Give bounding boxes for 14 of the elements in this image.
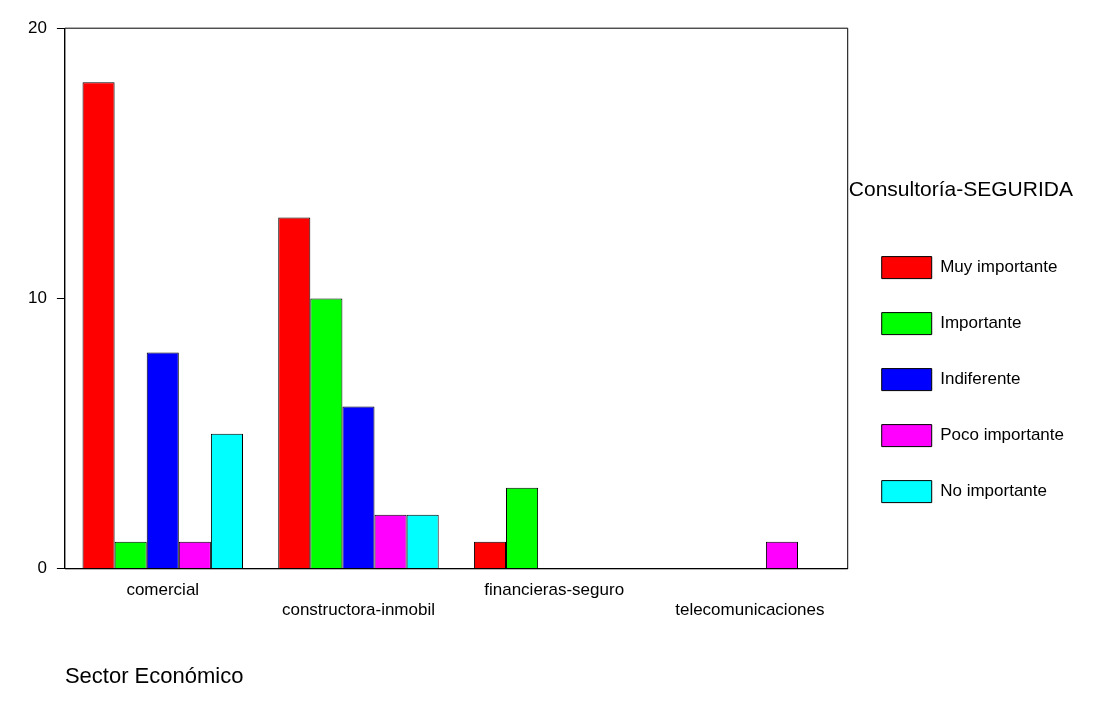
legend-label: Indiferente bbox=[940, 369, 1021, 389]
x-tick-label: telecomunicaciones bbox=[675, 600, 825, 620]
x-tick-label: constructora-inmobil bbox=[281, 600, 435, 620]
y-tick-label: 20 bbox=[27, 17, 47, 37]
legend-label: Poco importante bbox=[940, 425, 1065, 445]
legend-label: Importante bbox=[940, 313, 1022, 333]
y-tick-label: 10 bbox=[27, 288, 47, 308]
x-tick-label: comercial bbox=[126, 579, 200, 599]
y-tick-label: 0 bbox=[37, 558, 47, 578]
legend-label: No importante bbox=[940, 481, 1047, 501]
legend-label: Muy importante bbox=[940, 257, 1058, 277]
x-tick-label: financieras-seguro bbox=[484, 579, 625, 599]
x-axis-title: Sector Económico bbox=[64, 662, 244, 688]
legend-title: Consultoría-SEGURIDA bbox=[848, 176, 1073, 200]
